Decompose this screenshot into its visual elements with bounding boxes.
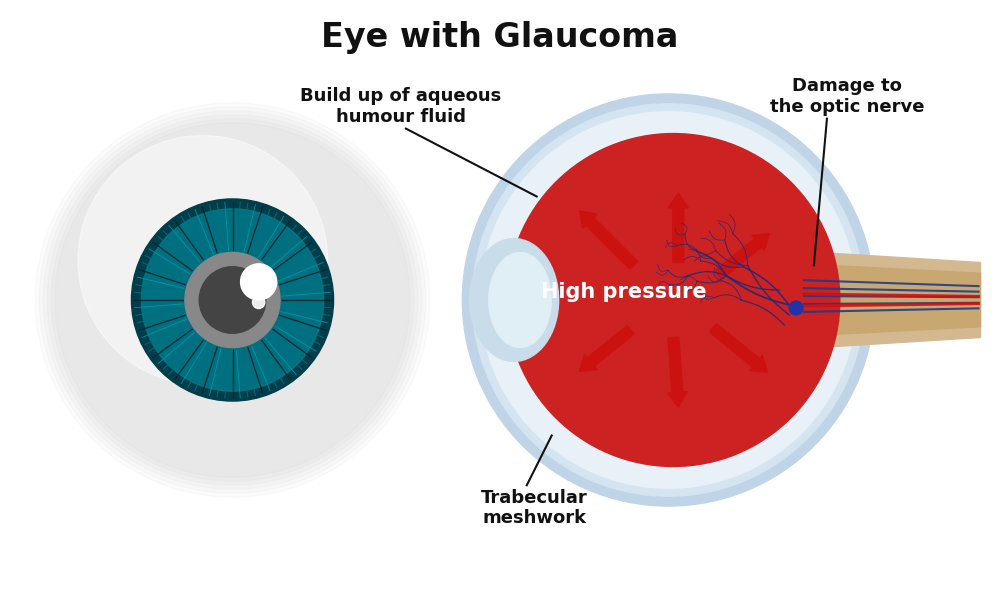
Circle shape	[789, 301, 803, 315]
Text: Trabecular
meshwork: Trabecular meshwork	[481, 488, 588, 527]
Circle shape	[507, 134, 840, 466]
Circle shape	[35, 103, 430, 497]
Circle shape	[462, 94, 875, 506]
FancyArrow shape	[579, 211, 638, 269]
Text: Build up of aqueous
humour fluid: Build up of aqueous humour fluid	[300, 88, 502, 126]
Polygon shape	[794, 251, 981, 349]
Text: High pressure: High pressure	[541, 282, 707, 302]
Circle shape	[480, 112, 857, 488]
Text: Eye with Glaucoma: Eye with Glaucoma	[321, 21, 679, 54]
Circle shape	[252, 296, 265, 308]
Circle shape	[241, 264, 277, 300]
Circle shape	[47, 115, 418, 485]
Circle shape	[59, 127, 406, 473]
FancyArrow shape	[667, 337, 687, 407]
Text: Damage to
the optic nerve: Damage to the optic nerve	[770, 77, 924, 116]
Circle shape	[39, 107, 426, 493]
Ellipse shape	[518, 327, 546, 349]
Ellipse shape	[489, 253, 551, 347]
Circle shape	[199, 267, 266, 333]
FancyArrow shape	[668, 193, 688, 262]
Ellipse shape	[518, 251, 546, 273]
Circle shape	[43, 111, 422, 489]
Circle shape	[55, 122, 410, 478]
Circle shape	[131, 199, 334, 401]
Circle shape	[141, 209, 324, 391]
FancyArrow shape	[579, 325, 634, 371]
Polygon shape	[809, 265, 981, 335]
Circle shape	[185, 253, 280, 347]
Circle shape	[78, 136, 328, 385]
FancyArrow shape	[715, 233, 769, 280]
FancyArrow shape	[710, 323, 768, 373]
Ellipse shape	[469, 239, 559, 361]
Circle shape	[51, 119, 414, 481]
Circle shape	[472, 104, 865, 496]
